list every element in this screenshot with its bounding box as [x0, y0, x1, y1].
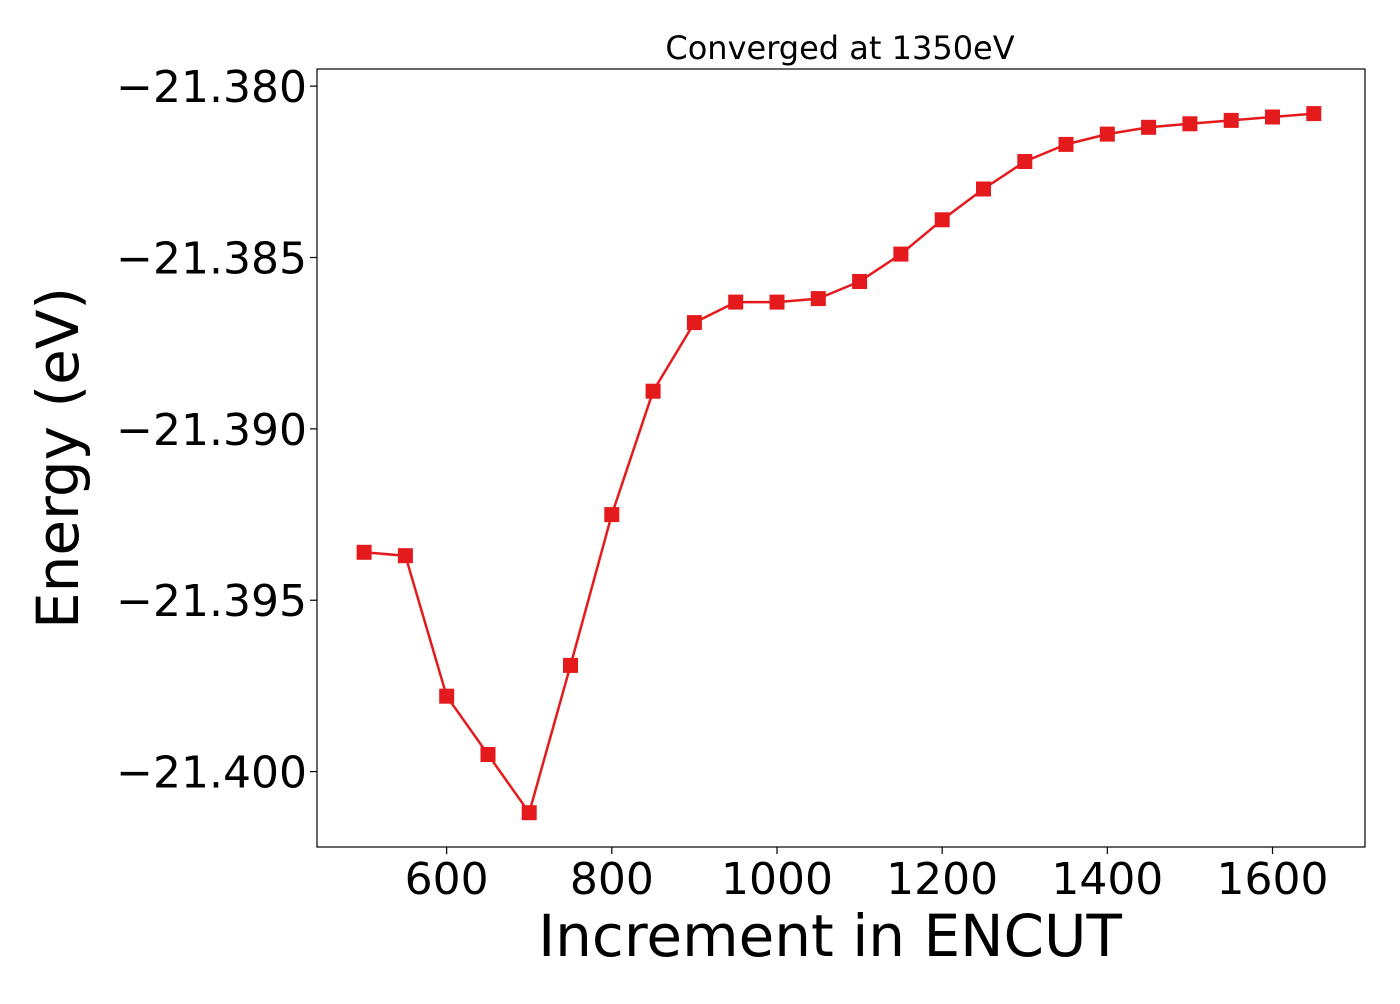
data-point — [934, 212, 950, 228]
data-point — [563, 657, 578, 673]
series-line — [363, 112, 1314, 814]
chart-title: Converged at 1350eV — [665, 29, 1014, 67]
data-point — [893, 246, 909, 262]
data-point — [1017, 154, 1033, 169]
x-tick-label: 1200 — [886, 854, 998, 905]
x-axis-label: Increment in ENCUT — [538, 902, 1122, 970]
y-tick-label: −21.400 — [116, 748, 307, 799]
data-point — [1265, 109, 1280, 125]
data-point — [810, 291, 826, 307]
data-point — [1182, 116, 1198, 132]
y-axis-label: Energy (eV) — [24, 287, 92, 629]
plot-area — [356, 106, 1322, 821]
y-tick-label: −21.380 — [116, 62, 307, 113]
data-point — [976, 181, 991, 197]
x-tick-label: 1000 — [721, 854, 833, 905]
data-point — [645, 383, 661, 399]
x-tick-label: 1400 — [1051, 854, 1163, 905]
data-point — [439, 688, 455, 704]
x-axis: 600 800 1000 1200 1400 1600 — [405, 847, 1329, 905]
y-tick-label: −21.395 — [116, 576, 307, 627]
data-point — [1099, 126, 1115, 142]
data-point — [356, 544, 372, 560]
data-point — [728, 294, 744, 310]
data-point — [480, 747, 496, 762]
data-point — [1223, 112, 1239, 128]
plot-frame — [316, 68, 1366, 848]
data-point — [1141, 119, 1157, 135]
y-axis: −21.380 −21.385 −21.390 −21.395 −21.400 — [116, 62, 317, 799]
data-point — [604, 507, 620, 523]
data-point — [769, 294, 785, 310]
y-tick-label: −21.385 — [116, 234, 307, 285]
x-tick-label: 600 — [405, 854, 489, 905]
y-tick-label: −21.390 — [116, 405, 307, 456]
data-point — [852, 274, 868, 289]
data-point — [1306, 106, 1322, 122]
data-point — [521, 805, 537, 821]
data-point — [1058, 136, 1074, 152]
x-tick-label: 1600 — [1217, 854, 1329, 905]
data-point — [686, 315, 702, 331]
x-tick-label: 800 — [570, 854, 654, 905]
data-point — [397, 548, 413, 564]
